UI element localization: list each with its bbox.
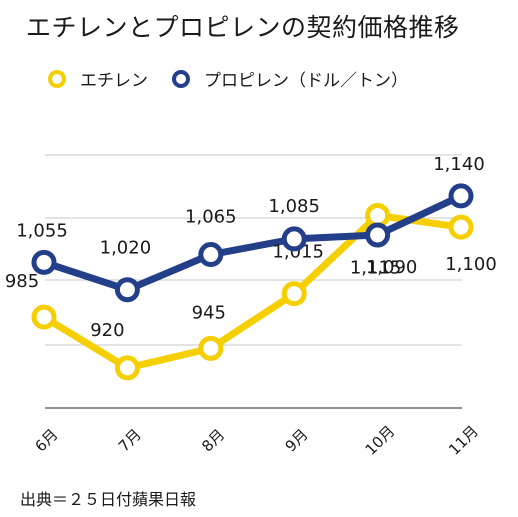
legend-label-propylene: プロピレン（ドル／トン）: [204, 71, 408, 91]
chart-title: エチレンとプロピレンの契約価格推移: [26, 13, 460, 42]
x-tick-label: 7月: [115, 425, 145, 455]
data-label-ethylene: 945: [192, 302, 226, 323]
legend-marker-ethylene: [48, 69, 66, 88]
series-line-propylene: [40, 192, 465, 294]
data-label-propylene: 1,065: [185, 207, 237, 228]
data-point-ethylene: [365, 202, 391, 228]
data-label-propylene: 1,090: [366, 257, 418, 278]
data-label-propylene: 1,140: [433, 154, 485, 175]
data-label-ethylene: 920: [90, 320, 124, 341]
data-point-ethylene: [198, 335, 224, 361]
data-point-ethylene: [31, 304, 57, 330]
data-point-propylene: [31, 249, 57, 275]
data-label-propylene: 1,055: [16, 220, 68, 241]
legend: エチレン プロピレン（ドル／トン）: [48, 66, 432, 91]
data-label-ethylene: 985: [5, 271, 39, 292]
x-tick-label: 6月: [31, 425, 61, 455]
data-point-ethylene: [281, 281, 307, 307]
x-tick-label: 10月: [362, 422, 399, 459]
x-tick-label: 8月: [198, 425, 228, 455]
source-note: 出典＝２５日付蘋果日報: [20, 490, 197, 509]
data-point-propylene: [281, 226, 307, 252]
data-point-propylene: [448, 183, 474, 209]
data-label-ethylene: 1,115: [350, 257, 402, 278]
data-label-propylene: 1,085: [268, 196, 320, 217]
legend-item-propylene: プロピレン（ドル／トン）: [172, 66, 408, 91]
data-label-ethylene: 1,100: [445, 254, 497, 275]
data-point-propylene: [198, 242, 224, 268]
legend-item-ethylene: エチレン: [48, 66, 148, 91]
data-point-ethylene: [114, 355, 140, 381]
data-point-ethylene: [448, 214, 474, 240]
legend-label-ethylene: エチレン: [80, 71, 148, 91]
data-label-propylene: 1,020: [100, 238, 152, 259]
series-line-ethylene: [40, 211, 465, 372]
data-point-propylene: [365, 222, 391, 248]
data-point-propylene: [114, 277, 140, 303]
x-tick-label: 9月: [282, 425, 312, 455]
x-tick-label: 11月: [445, 422, 482, 459]
legend-marker-propylene: [172, 69, 190, 88]
